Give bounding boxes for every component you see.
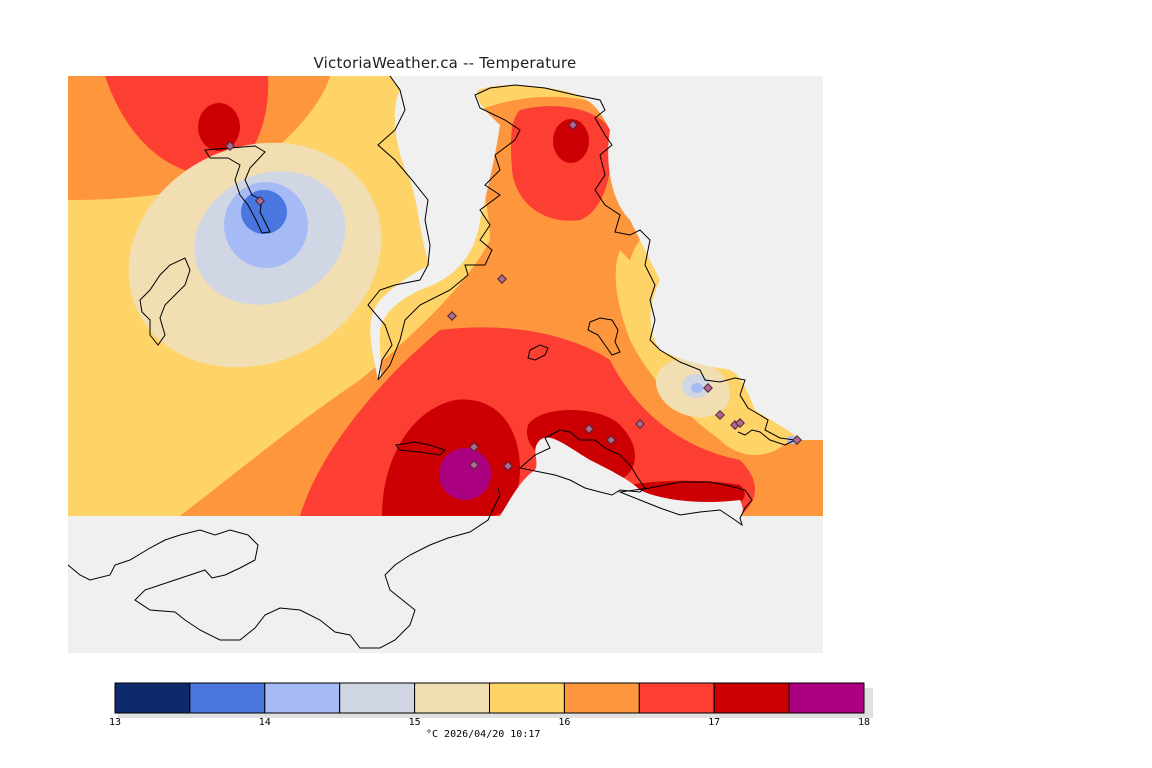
legend-frame xyxy=(114,682,865,714)
zone-13-5-14-center xyxy=(241,190,287,234)
coast-lower-mainland xyxy=(67,487,501,649)
station-marker xyxy=(255,196,265,206)
coast-small-island-1 xyxy=(587,317,621,356)
legend-bin xyxy=(414,682,491,714)
station-marker xyxy=(568,120,578,130)
zone-17-17-5-northwest xyxy=(198,103,240,151)
station-marker xyxy=(735,418,745,428)
coast-south-strip xyxy=(395,441,446,456)
legend-bin xyxy=(189,682,266,714)
legend-bin xyxy=(339,682,416,714)
land-mask xyxy=(370,76,823,516)
map-title: VictoriaWeather.ca -- Temperature xyxy=(313,54,577,72)
station-marker xyxy=(584,424,594,434)
station-marker xyxy=(715,410,725,420)
coast-southeast-shore xyxy=(618,481,753,527)
station-marker xyxy=(225,141,235,151)
coast-mainland-east xyxy=(367,75,797,446)
legend-bin xyxy=(264,682,341,714)
legend-tick-label: 13 xyxy=(108,717,122,728)
legend-bin xyxy=(713,682,790,714)
weather-stations xyxy=(225,120,802,471)
station-marker xyxy=(635,419,645,429)
legend-tick-label: 17 xyxy=(708,717,721,728)
zone-16-16-5-east xyxy=(180,96,823,516)
legend-bin xyxy=(489,682,565,714)
legend-bin xyxy=(563,682,640,714)
station-marker xyxy=(703,383,713,393)
station-marker xyxy=(469,442,479,452)
legend-tick-label: 14 xyxy=(258,717,271,728)
station-marker xyxy=(792,435,802,445)
zone-17-17-5-north xyxy=(553,119,589,163)
station-marker xyxy=(447,311,457,321)
legend-tick-label: 15 xyxy=(408,717,421,728)
legend-bin xyxy=(114,682,191,714)
legend-bin xyxy=(788,682,865,714)
coast-west-island xyxy=(139,257,191,346)
zone-17-5-18-southwest xyxy=(439,448,491,500)
coast-southern-peninsula xyxy=(518,429,646,496)
station-marker xyxy=(503,461,513,471)
coast-north-inlet xyxy=(204,145,271,234)
station-marker xyxy=(606,435,616,445)
legend-bin xyxy=(638,682,715,714)
coast-small-island-2 xyxy=(527,344,549,361)
coastlines xyxy=(67,75,797,649)
legend-tick-label: 16 xyxy=(558,717,571,728)
zone-14-14-5-east xyxy=(691,383,703,393)
legend-tick-label: 18 xyxy=(857,717,871,728)
station-marker xyxy=(497,274,507,284)
unit-and-timestamp: °C 2026/04/20 10:17 xyxy=(426,729,541,740)
station-marker xyxy=(469,460,479,470)
